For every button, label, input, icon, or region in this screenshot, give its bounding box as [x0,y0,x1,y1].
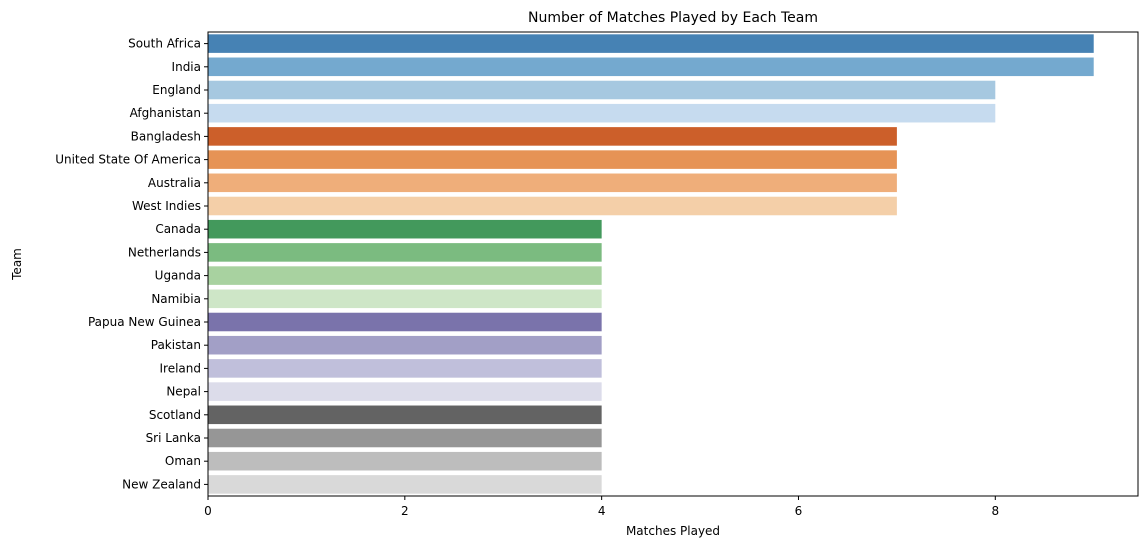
bar-england [208,80,996,100]
y-tick-label-uganda: Uganda [155,269,201,283]
bar-netherlands [208,243,602,262]
y-tick-label-new-zealand: New Zealand [122,477,201,491]
x-tick-label-4: 4 [598,504,606,518]
x-tick-label-2: 2 [401,504,409,518]
bar-united-state-of-america [208,150,897,169]
bar-afghanistan [208,103,996,123]
bar-oman [208,451,602,471]
bar-canada [208,219,602,239]
bar-pakistan [208,335,602,355]
y-tick-label-netherlands: Netherlands [128,245,201,259]
y-tick-label-nepal: Nepal [166,385,201,399]
bar-nepal [208,382,602,401]
bar-scotland [208,405,602,425]
y-tick-label-ireland: Ireland [159,361,201,375]
bar-papua-new-guinea [208,312,602,332]
x-tick-label-0: 0 [204,504,212,518]
y-tick-label-south-africa: South Africa [128,37,201,51]
bar-sri-lanka [208,428,602,448]
bar-south-africa [208,34,1094,53]
y-tick-label-afghanistan: Afghanistan [130,106,201,120]
x-tick-label-8: 8 [991,504,999,518]
y-tick-label-namibia: Namibia [151,292,201,306]
bar-west-indies [208,196,897,216]
bar-bangladesh [208,127,897,146]
y-tick-label-india: India [172,60,201,74]
y-tick-label-sri-lanka: Sri Lanka [146,431,201,445]
bar-ireland [208,359,602,378]
x-ticks: 0 2 4 6 8 [204,496,999,518]
y-tick-label-england: England [152,83,201,97]
bar-india [208,57,1094,77]
y-axis-label: Team [10,248,24,281]
y-tick-label-australia: Australia [148,176,201,190]
bar-new-zealand [208,475,602,494]
y-tick-label-canada: Canada [155,222,201,236]
bar-uganda [208,266,602,285]
x-axis-label: Matches Played [626,524,720,538]
plot-frame [207,31,1139,497]
bars [208,34,1094,494]
y-tick-label-west-indies: West Indies [132,199,201,213]
y-tick-label-pakistan: Pakistan [151,338,201,352]
y-tick-label-papua-new-guinea: Papua New Guinea [88,315,201,329]
chart-title: Number of Matches Played by Each Team [528,10,818,26]
x-tick-label-6: 6 [795,504,803,518]
y-tick-label-bangladesh: Bangladesh [131,129,201,143]
y-tick-label-united-state-of-america: United State Of America [55,153,201,167]
y-tick-labels: South Africa India England Afghanistan Bangl… [55,37,208,491]
y-tick-label-oman: Oman [165,454,201,468]
y-tick-label-scotland: Scotland [149,408,201,422]
bar-australia [208,173,897,193]
bar-namibia [208,289,602,309]
